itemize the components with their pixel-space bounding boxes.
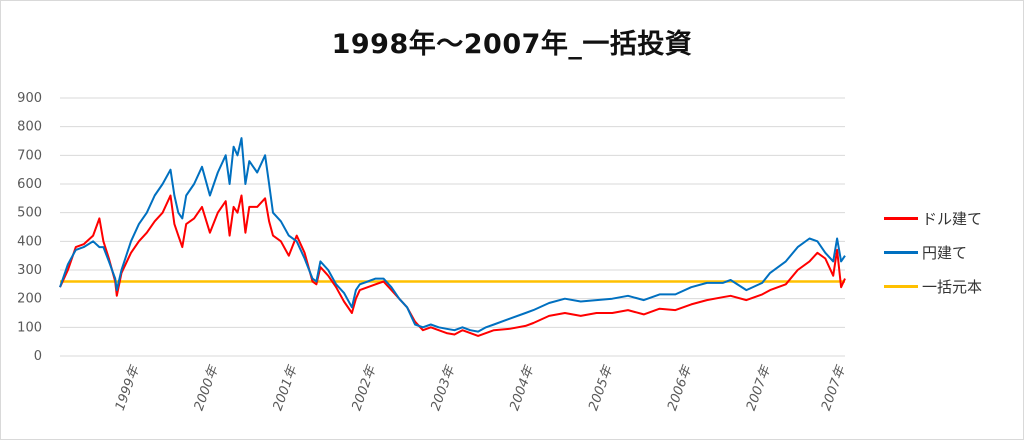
x-tick-label: 2001年: [271, 362, 302, 412]
x-axis-ticks: 1999年 2000年 2001年 2002年 2003年 2004年 2005年 2006年…: [113, 362, 850, 412]
x-tick-label: 2000年: [192, 362, 223, 412]
legend: ドル建て 円建て 一括元本: [884, 208, 982, 310]
x-tick-label: 2007年: [819, 362, 850, 412]
y-tick-label: 700: [17, 148, 42, 163]
y-tick-label: 600: [17, 177, 42, 192]
legend-swatch-dollar: [884, 216, 918, 220]
x-tick-label: 2004年: [507, 362, 538, 412]
y-axis-ticks: 0 100 200 300 400 500 600 700 800 900: [17, 91, 42, 364]
series-lines: [59, 137, 846, 337]
series-line-1: [59, 137, 846, 333]
legend-item-yen: 円建て: [884, 242, 982, 262]
y-tick-label: 0: [34, 349, 42, 364]
legend-label-dollar: ドル建て: [922, 209, 983, 228]
y-tick-label: 200: [17, 292, 42, 307]
x-tick-label: 2002年: [349, 362, 380, 412]
y-tick-label: 300: [17, 263, 42, 278]
y-tick-label: 900: [17, 91, 42, 106]
x-tick-label: 2005年: [586, 362, 617, 412]
y-tick-label: 400: [17, 234, 42, 249]
x-tick-label: 1999年: [113, 362, 144, 412]
legend-item-principal: 一括元本: [884, 276, 982, 296]
legend-item-dollar: ドル建て: [884, 208, 982, 228]
y-tick-label: 100: [17, 320, 42, 335]
legend-label-yen: 円建て: [922, 243, 968, 262]
legend-swatch-yen: [884, 250, 918, 254]
series-line-0: [59, 194, 846, 337]
x-tick-label: 2007年: [744, 362, 775, 412]
y-tick-label: 500: [17, 206, 42, 221]
y-tick-label: 800: [17, 120, 42, 135]
x-tick-label: 2006年: [665, 362, 696, 412]
chart-title: 1998年～2007年_一括投資: [331, 29, 693, 60]
legend-label-principal: 一括元本: [922, 277, 983, 296]
x-tick-label: 2003年: [428, 362, 459, 412]
gridlines: [60, 97, 845, 357]
legend-swatch-principal: [884, 284, 918, 288]
